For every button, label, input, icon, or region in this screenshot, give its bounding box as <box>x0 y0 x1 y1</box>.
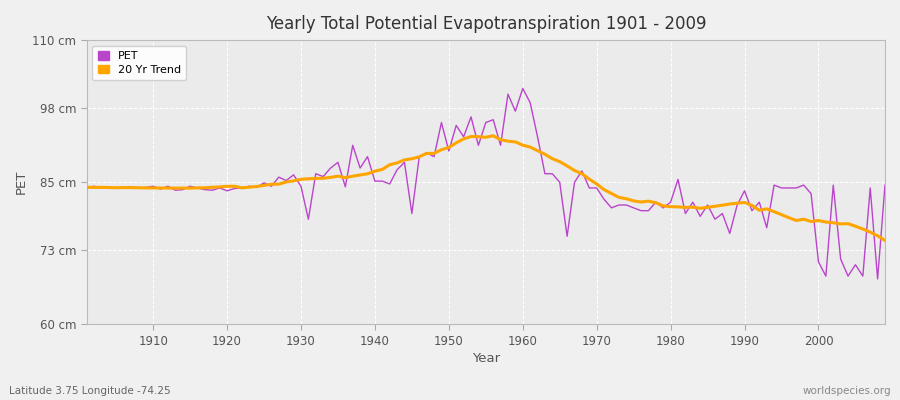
Text: worldspecies.org: worldspecies.org <box>803 386 891 396</box>
Y-axis label: PET: PET <box>15 170 28 194</box>
X-axis label: Year: Year <box>472 352 500 365</box>
Text: Latitude 3.75 Longitude -74.25: Latitude 3.75 Longitude -74.25 <box>9 386 171 396</box>
Title: Yearly Total Potential Evapotranspiration 1901 - 2009: Yearly Total Potential Evapotranspiratio… <box>266 15 706 33</box>
Legend: PET, 20 Yr Trend: PET, 20 Yr Trend <box>92 46 186 80</box>
